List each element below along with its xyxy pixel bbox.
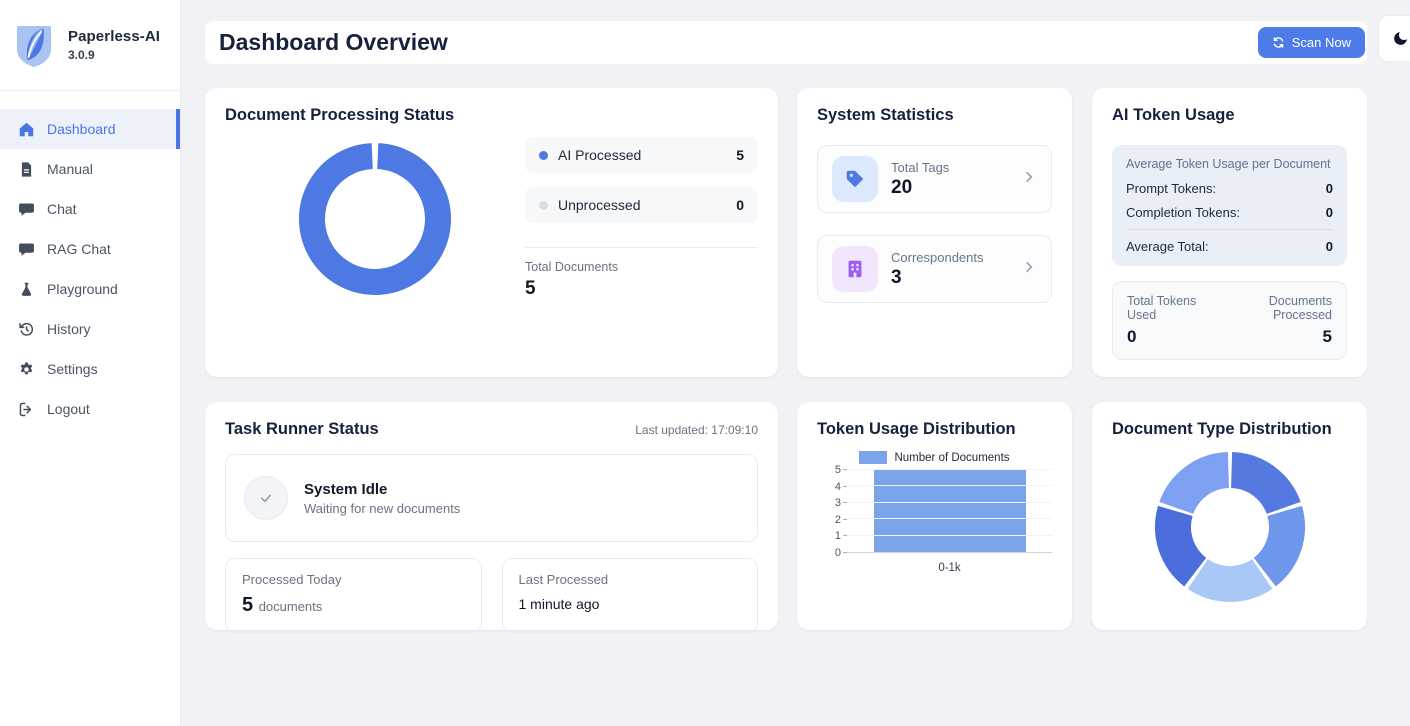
scan-now-button[interactable]: Scan Now	[1257, 27, 1365, 58]
processing-doughnut-chart	[225, 135, 525, 303]
home-icon	[18, 121, 35, 138]
last-updated-text: Last updated: 17:09:10	[635, 423, 758, 437]
card-title: Document Processing Status	[225, 106, 455, 124]
total-documents-value: 5	[525, 278, 536, 299]
theme-toggle-button[interactable]	[1378, 15, 1410, 62]
average-token-usage-panel: Average Token Usage per Document Prompt …	[1112, 145, 1347, 266]
stat-text: Correspondents 3	[891, 249, 984, 288]
divider	[525, 247, 758, 248]
card-title: Task Runner Status	[225, 420, 379, 438]
refresh-icon	[1273, 37, 1284, 48]
moon-icon	[1393, 32, 1407, 45]
check-circle-icon	[244, 476, 288, 520]
chevron-right-icon	[1021, 169, 1037, 190]
card-document-type-distribution: Document Type Distribution	[1092, 402, 1367, 630]
total-tokens-used: Total Tokens Used 0	[1127, 294, 1197, 346]
legend-swatch	[859, 451, 888, 464]
last-processed-box: Last Processed 1 minute ago	[501, 558, 758, 633]
document-type-doughnut-chart	[1112, 443, 1347, 611]
chat-icon	[18, 201, 35, 218]
processed-today-box: Processed Today 5 documents	[225, 558, 482, 633]
card-document-processing-status: Document Processing Status AI Processed …	[205, 88, 778, 377]
card-title: Token Usage Distribution	[817, 420, 1016, 438]
bar-chart-plot	[847, 469, 1052, 553]
legend-row-unprocessed: Unprocessed 0	[525, 187, 758, 223]
last-processed-label: Last Processed	[518, 572, 609, 587]
average-panel-heading: Average Token Usage per Document	[1126, 157, 1331, 171]
tag-icon	[832, 156, 878, 202]
processing-chart-body: AI Processed 5 Unprocessed 0 Total Docum…	[225, 135, 758, 303]
status-text: System Idle Waiting for new documents	[304, 481, 460, 516]
history-icon	[18, 321, 35, 338]
sidebar-item-dashboard[interactable]: Dashboard	[0, 109, 180, 149]
app-logo-block: Paperless-AI 3.0.9	[0, 0, 180, 91]
card-title: Document Type Distribution	[1112, 420, 1332, 438]
card-title: AI Token Usage	[1112, 106, 1235, 124]
chevron-right-icon	[1021, 259, 1037, 280]
processed-today-label: Processed Today	[242, 572, 342, 587]
app-logo-icon	[17, 26, 51, 67]
stat-box-correspondents[interactable]: Correspondents 3	[817, 235, 1052, 303]
building-icon	[832, 246, 878, 292]
sidebar: Paperless-AI 3.0.9 Dashboard Manual	[0, 0, 181, 726]
documents-processed: Documents Processed 5	[1268, 294, 1332, 346]
sidebar-item-history[interactable]: History	[0, 309, 180, 349]
legend-row-ai-processed: AI Processed 5	[525, 137, 758, 173]
app-version: 3.0.9	[68, 48, 95, 62]
stat-box-total-tags[interactable]: Total Tags 20	[817, 145, 1052, 213]
app-name: Paperless-AI	[68, 28, 161, 45]
task-runner-header: Task Runner Status Last updated: 17:09:1…	[225, 420, 758, 439]
card-ai-token-usage: AI Token Usage Average Token Usage per D…	[1092, 88, 1367, 377]
status-title: System Idle	[304, 480, 388, 498]
logout-icon	[18, 401, 35, 418]
last-processed-value: 1 minute ago	[518, 596, 600, 612]
card-task-runner-status: Task Runner Status Last updated: 17:09:1…	[205, 402, 778, 633]
page-header: Dashboard Overview Scan Now	[205, 21, 1367, 64]
chat-icon	[18, 241, 35, 258]
app-title-block: Paperless-AI 3.0.9	[68, 28, 160, 62]
sidebar-item-rag-chat[interactable]: RAG Chat	[0, 229, 180, 269]
token-totals-panel: Total Tokens Used 0 Documents Processed …	[1112, 281, 1347, 360]
processed-today-value: 5 documents	[242, 594, 323, 616]
completion-tokens-row: Completion Tokens: 0	[1126, 205, 1333, 220]
sidebar-item-manual[interactable]: Manual	[0, 149, 180, 189]
document-icon	[18, 161, 35, 178]
card-title: System Statistics	[817, 106, 954, 124]
bar-0-1k	[873, 470, 1026, 552]
system-status-box: System Idle Waiting for new documents	[225, 454, 758, 542]
total-documents-label: Total Documents	[525, 260, 619, 274]
average-total-row: Average Total: 0	[1126, 239, 1333, 254]
sidebar-item-logout[interactable]: Logout	[0, 389, 180, 429]
legend-dot-blue	[539, 150, 548, 160]
sidebar-item-chat[interactable]: Chat	[0, 189, 180, 229]
x-axis-category-label: 0-1k	[938, 562, 961, 574]
sidebar-item-playground[interactable]: Playground	[0, 269, 180, 309]
divider	[1126, 229, 1333, 230]
prompt-tokens-row: Prompt Tokens: 0	[1126, 181, 1333, 196]
task-metrics-row: Processed Today 5 documents Last Process…	[225, 558, 758, 633]
gear-icon	[18, 361, 35, 378]
legend-dot-gray	[539, 200, 548, 210]
card-token-usage-distribution: Token Usage Distribution Number of Docum…	[797, 402, 1072, 630]
sidebar-nav: Dashboard Manual Chat RAG Chat	[0, 91, 180, 429]
processing-legend: AI Processed 5 Unprocessed 0 Total Docum…	[525, 135, 758, 303]
legend-label: Number of Documents	[894, 451, 1010, 464]
flask-icon	[18, 281, 35, 298]
stat-text: Total Tags 20	[891, 159, 950, 198]
status-subtitle: Waiting for new documents	[304, 500, 461, 516]
bar-chart-legend: Number of Documents	[817, 451, 1052, 464]
card-system-statistics: System Statistics Total Tags 20 Correspo…	[797, 88, 1072, 377]
page-title: Dashboard Overview	[219, 29, 448, 55]
sidebar-item-settings[interactable]: Settings	[0, 349, 180, 389]
